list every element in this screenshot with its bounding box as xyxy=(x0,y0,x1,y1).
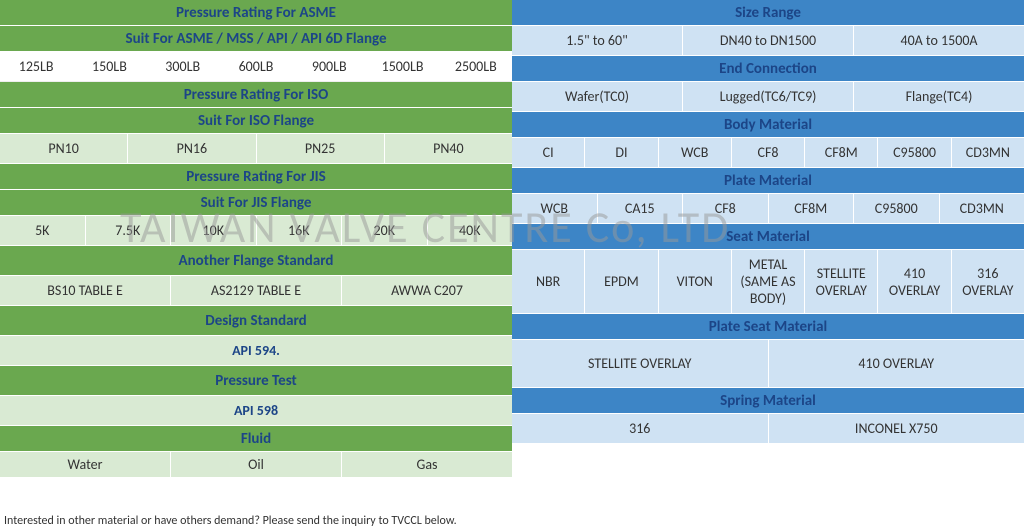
spring-val: 316 xyxy=(512,414,769,443)
bodymat-val: WCB xyxy=(659,138,732,167)
platemat-val: CD3MN xyxy=(940,194,1024,223)
design-val-cell: API 594. xyxy=(0,336,512,365)
bodymat-header: Body Material xyxy=(512,112,1024,138)
seatmat-val: 410 OVERLAY xyxy=(878,250,951,313)
bodymat-val: CD3MN xyxy=(952,138,1024,167)
seatmat-val: 316 OVERLAY xyxy=(952,250,1024,313)
asme-val: 300LB xyxy=(147,52,220,81)
spring-values: 316 INCONEL X750 xyxy=(512,414,1024,444)
seatmat-values: NBR EPDM VITON METAL (SAME AS BODY) STEL… xyxy=(512,250,1024,314)
seatmat-val: STELLITE OVERLAY xyxy=(805,250,878,313)
asme-values: 125LB 150LB 300LB 600LB 900LB 1500LB 250… xyxy=(0,52,512,82)
asme-val: 600LB xyxy=(220,52,293,81)
bodymat-values: CI DI WCB CF8 CF8M C95800 CD3MN xyxy=(512,138,1024,168)
seatmat-val: METAL (SAME AS BODY) xyxy=(732,250,805,313)
platemat-val: CF8M xyxy=(769,194,855,223)
iso-header1: Pressure Rating For ISO xyxy=(0,82,512,108)
size-val: DN40 to DN1500 xyxy=(683,26,854,55)
asme-val: 900LB xyxy=(293,52,366,81)
endconn-header: End Connection xyxy=(512,56,1024,82)
endconn-val: Wafer(TC0) xyxy=(512,82,683,111)
fluid-val: Gas xyxy=(342,452,512,477)
spring-header: Spring Material xyxy=(512,388,1024,414)
another-val: AWWA C207 xyxy=(342,276,512,305)
endconn-val: Flange(TC4) xyxy=(854,82,1024,111)
bodymat-val: CI xyxy=(512,138,585,167)
asme-val: 1500LB xyxy=(366,52,439,81)
fluid-values: Water Oil Gas xyxy=(0,452,512,478)
platemat-val: CA15 xyxy=(598,194,684,223)
platemat-header: Plate Material xyxy=(512,168,1024,194)
another-val: BS10 TABLE E xyxy=(0,276,171,305)
jis-val: 5K xyxy=(0,216,86,245)
bodymat-val: CF8M xyxy=(805,138,878,167)
asme-header2: Suit For ASME / MSS / API / API 6D Flang… xyxy=(0,26,512,52)
iso-val: PN10 xyxy=(0,134,128,163)
iso-val: PN25 xyxy=(257,134,385,163)
iso-val: PN16 xyxy=(128,134,256,163)
jis-header1: Pressure Rating For JIS xyxy=(0,164,512,190)
design-value: API 594. xyxy=(0,336,512,366)
jis-val: 40K xyxy=(428,216,513,245)
seatmat-val: NBR xyxy=(512,250,585,313)
jis-val: 16K xyxy=(257,216,343,245)
footer-text: Interested in other material or have oth… xyxy=(4,514,457,528)
jis-values: 5K 7.5K 10K 16K 20K 40K xyxy=(0,216,512,246)
size-header: Size Range xyxy=(512,0,1024,26)
seatmat-val: EPDM xyxy=(585,250,658,313)
another-val: AS2129 TABLE E xyxy=(171,276,342,305)
plateseat-val: STELLITE OVERLAY xyxy=(512,340,769,387)
asme-header1: Pressure Rating For ASME xyxy=(0,0,512,26)
platemat-val: CF8 xyxy=(683,194,769,223)
jis-val: 20K xyxy=(342,216,428,245)
fluid-val: Water xyxy=(0,452,171,477)
right-panel: Size Range 1.5" to 60" DN40 to DN1500 40… xyxy=(512,0,1024,530)
platemat-values: WCB CA15 CF8 CF8M C95800 CD3MN xyxy=(512,194,1024,224)
bodymat-val: DI xyxy=(585,138,658,167)
platemat-val: WCB xyxy=(512,194,598,223)
design-header: Design Standard xyxy=(0,306,512,336)
jis-header2: Suit For JIS Flange xyxy=(0,190,512,216)
asme-val: 2500LB xyxy=(440,52,512,81)
plateseat-header: Plate Seat Material xyxy=(512,314,1024,340)
ptest-val-cell: API 598 xyxy=(0,396,512,425)
spring-val: INCONEL X750 xyxy=(769,414,1024,443)
endconn-val: Lugged(TC6/TC9) xyxy=(683,82,854,111)
endconn-values: Wafer(TC0) Lugged(TC6/TC9) Flange(TC4) xyxy=(512,82,1024,112)
ptest-value: API 598 xyxy=(0,396,512,426)
plateseat-values: STELLITE OVERLAY 410 OVERLAY xyxy=(512,340,1024,388)
jis-val: 10K xyxy=(171,216,257,245)
iso-values: PN10 PN16 PN25 PN40 xyxy=(0,134,512,164)
another-values: BS10 TABLE E AS2129 TABLE E AWWA C207 xyxy=(0,276,512,306)
size-values: 1.5" to 60" DN40 to DN1500 40A to 1500A xyxy=(512,26,1024,56)
fluid-header: Fluid xyxy=(0,426,512,452)
asme-val: 125LB xyxy=(0,52,73,81)
platemat-val: C95800 xyxy=(854,194,940,223)
size-val: 1.5" to 60" xyxy=(512,26,683,55)
seatmat-val: VITON xyxy=(659,250,732,313)
ptest-header: Pressure Test xyxy=(0,366,512,396)
bodymat-val: CF8 xyxy=(732,138,805,167)
bodymat-val: C95800 xyxy=(878,138,951,167)
left-panel: Pressure Rating For ASME Suit For ASME /… xyxy=(0,0,512,530)
iso-val: PN40 xyxy=(385,134,512,163)
seatmat-header: Seat Material xyxy=(512,224,1024,250)
jis-val: 7.5K xyxy=(86,216,172,245)
size-val: 40A to 1500A xyxy=(854,26,1024,55)
fluid-val: Oil xyxy=(171,452,342,477)
plateseat-val: 410 OVERLAY xyxy=(769,340,1024,387)
another-header: Another Flange Standard xyxy=(0,246,512,276)
iso-header2: Suit For ISO Flange xyxy=(0,108,512,134)
asme-val: 150LB xyxy=(73,52,146,81)
